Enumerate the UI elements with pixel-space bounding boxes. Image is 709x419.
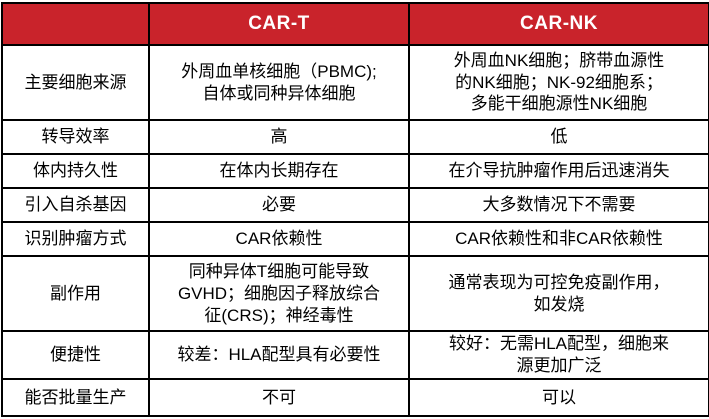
- header-cell-car-t: CAR-T: [148, 2, 410, 46]
- table-row-side-effects: 副作用 同种异体T细胞可能导致 GVHD；细胞因子释放综合 征(CRS)；神经毒…: [1, 255, 709, 333]
- table-row-convenience: 便捷性 较差：HLA配型具有必要性 较好：无需HLA配型，细胞来 源更加广泛: [1, 330, 709, 380]
- car-nk-value-cell: 外周血NK细胞；脐带血源性 的NK细胞；NK-92细胞系； 多能干细胞源性NK细…: [408, 43, 709, 122]
- car-t-value-cell: 必要: [148, 187, 410, 224]
- header-cell-car-nk: CAR-NK: [408, 2, 709, 46]
- row-label-cell: 体内持久性: [1, 153, 150, 190]
- row-label-cell: 转导效率: [1, 119, 150, 156]
- car-t-value-cell: 高: [148, 119, 410, 156]
- car-t-value-cell: 同种异体T细胞可能导致 GVHD；细胞因子释放综合 征(CRS)；神经毒性: [148, 255, 410, 333]
- row-label-cell: 主要细胞来源: [1, 43, 150, 122]
- car-nk-value-cell: 较好：无需HLA配型，细胞来 源更加广泛: [408, 330, 709, 380]
- header-row: CAR-T CAR-NK: [1, 2, 709, 46]
- car-nk-value-cell: 可以: [408, 377, 709, 418]
- table-row-transduction-efficiency: 转导效率 高 低: [1, 119, 709, 156]
- row-label-cell: 副作用: [1, 255, 150, 333]
- car-t-value-cell: 外周血单核细胞（PBMC); 自体或同种异体细胞: [148, 43, 410, 122]
- car-nk-value-cell: 大多数情况下不需要: [408, 187, 709, 224]
- row-label-cell: 识别肿瘤方式: [1, 221, 150, 258]
- car-nk-value-cell: 在介导抗肿瘤作用后迅速消失: [408, 153, 709, 190]
- table-row-cell-source: 主要细胞来源 外周血单核细胞（PBMC); 自体或同种异体细胞 外周血NK细胞；…: [1, 43, 709, 122]
- car-nk-value-cell: 通常表现为可控免疫副作用， 如发烧: [408, 255, 709, 333]
- car-t-value-cell: 较差：HLA配型具有必要性: [148, 330, 410, 380]
- car-t-value-cell: CAR依赖性: [148, 221, 410, 258]
- car-nk-value-cell: CAR依赖性和非CAR依赖性: [408, 221, 709, 258]
- row-label-cell: 能否批量生产: [1, 377, 150, 418]
- table-row-mass-production: 能否批量生产 不可 可以: [1, 377, 709, 418]
- car-nk-value-cell: 低: [408, 119, 709, 156]
- table-row-in-vivo-persistence: 体内持久性 在体内长期存在 在介导抗肿瘤作用后迅速消失: [1, 153, 709, 190]
- header-corner-cell: [1, 2, 150, 46]
- table-row-tumor-recognition: 识别肿瘤方式 CAR依赖性 CAR依赖性和非CAR依赖性: [1, 221, 709, 258]
- row-label-cell: 引入自杀基因: [1, 187, 150, 224]
- car-t-value-cell: 在体内长期存在: [148, 153, 410, 190]
- row-label-cell: 便捷性: [1, 330, 150, 380]
- table-row-suicide-gene: 引入自杀基因 必要 大多数情况下不需要: [1, 187, 709, 224]
- car-t-value-cell: 不可: [148, 377, 410, 418]
